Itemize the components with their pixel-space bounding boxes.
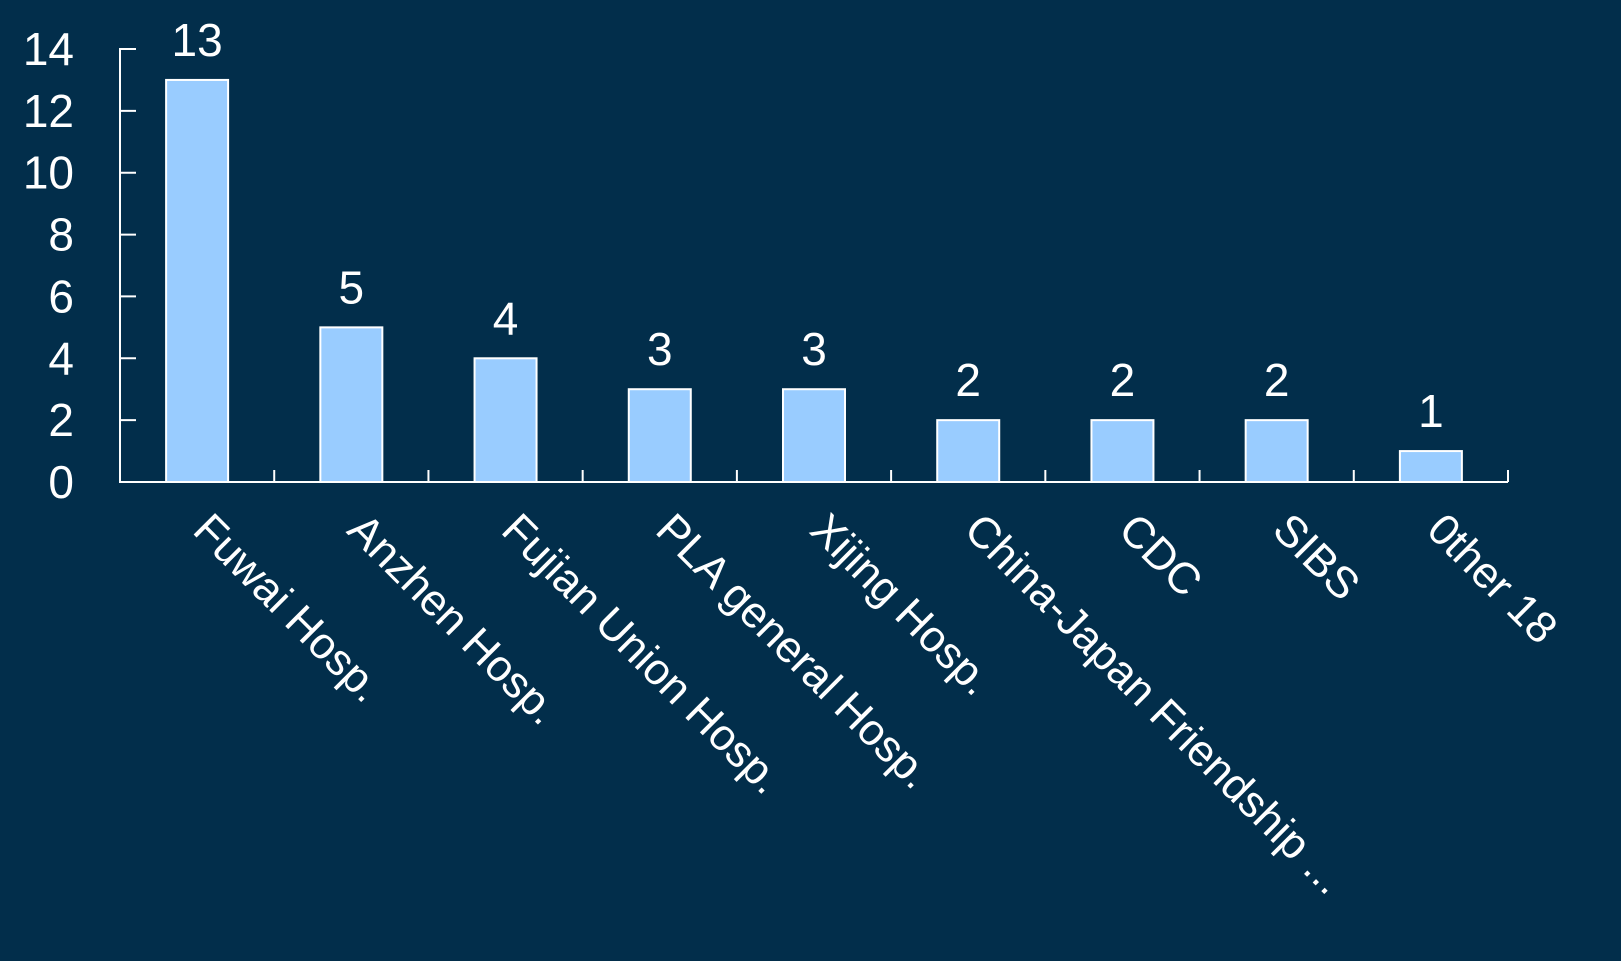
bar-value-label: 3 bbox=[647, 323, 673, 375]
y-tick-label: 8 bbox=[48, 209, 74, 261]
bar bbox=[627, 388, 692, 484]
y-tick-label: 6 bbox=[48, 270, 74, 322]
y-tick-label: 4 bbox=[48, 332, 74, 384]
bar-value-label: 4 bbox=[493, 292, 519, 344]
y-tick-label: 0 bbox=[48, 456, 74, 508]
bar-value-label: 3 bbox=[801, 323, 827, 375]
bars-group bbox=[165, 78, 1463, 484]
bar bbox=[1398, 450, 1463, 484]
category-label: CDC bbox=[1109, 504, 1211, 606]
bar-value-label: 2 bbox=[1264, 354, 1290, 406]
data-labels-group: 13 5 4 3 3 2 2 2 1 bbox=[172, 14, 1444, 437]
category-label: PLA general Hosp. bbox=[647, 504, 941, 798]
bar bbox=[936, 419, 1001, 483]
bar-value-label: 13 bbox=[172, 14, 223, 66]
category-label: SIBS bbox=[1264, 504, 1370, 610]
bar-value-label: 2 bbox=[955, 354, 981, 406]
bar bbox=[782, 388, 846, 484]
category-label: 0ther 18 bbox=[1418, 504, 1567, 653]
x-axis-ticks bbox=[273, 470, 1509, 482]
bar bbox=[473, 357, 538, 483]
bar-value-label: 2 bbox=[1110, 354, 1136, 406]
bar bbox=[1090, 419, 1155, 483]
y-axis-ticks: 0 2 4 6 8 10 12 14 bbox=[23, 23, 136, 508]
y-tick-label: 10 bbox=[23, 147, 74, 199]
y-tick-label: 12 bbox=[23, 85, 74, 137]
bar bbox=[319, 326, 384, 483]
category-label: Fujian Union Hosp. bbox=[492, 504, 791, 803]
category-labels-group: Fuwai Hosp.Anzhen Hosp.Fujian Union Hosp… bbox=[184, 504, 1567, 904]
y-tick-label: 14 bbox=[23, 23, 74, 75]
bar bbox=[1244, 419, 1309, 483]
bar-value-label: 5 bbox=[339, 261, 365, 313]
bar bbox=[165, 78, 230, 484]
y-tick-label: 2 bbox=[48, 394, 74, 446]
bar-value-label: 1 bbox=[1418, 385, 1444, 437]
